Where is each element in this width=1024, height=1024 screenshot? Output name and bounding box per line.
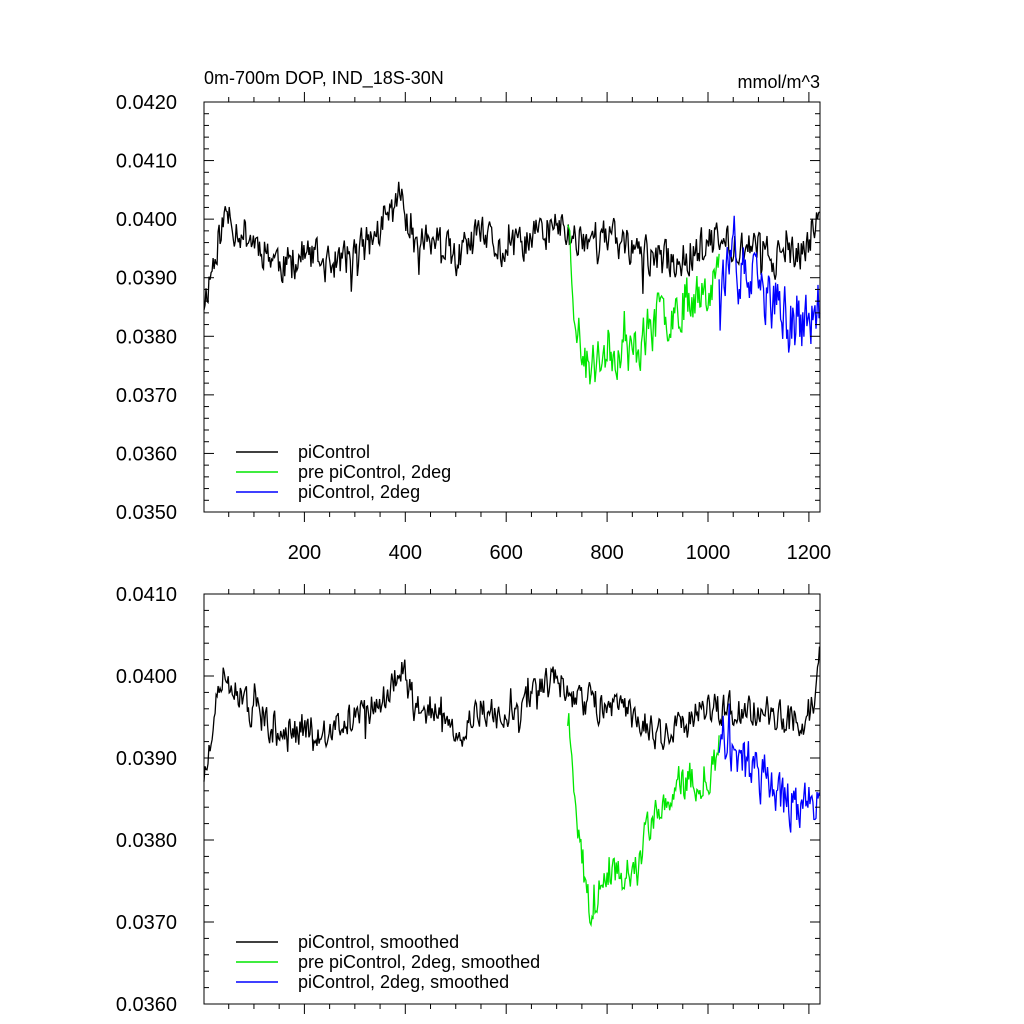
bottom-panel-ticks: 0.0360 0.0370 0.0380 0.0390 0.0400 0.0410 [116, 584, 820, 1016]
series-line-3 [718, 703, 821, 833]
x-tick-label: 400 [389, 542, 422, 564]
y-tick-label: 0.0420 [116, 92, 177, 114]
series-line-2 [567, 713, 720, 928]
y-tick-label: 0.0370 [116, 385, 177, 407]
y-tick-label: 0.0360 [116, 443, 177, 465]
y-tick-label: 0.0350 [116, 502, 177, 524]
x-tick-label: 1000 [686, 542, 731, 564]
y-tick-label: 0.0410 [116, 151, 177, 173]
y-tick-label: 0.0380 [116, 326, 177, 348]
legend-label-3: piControl, 2deg, smoothed [298, 972, 509, 992]
top-panel-units: mmol/m^3 [738, 72, 820, 92]
top-panel-title: 0m-700m DOP, IND_18S-30N [204, 68, 444, 89]
legend-label-2: pre piControl, 2deg, smoothed [298, 952, 540, 972]
bottom-panel: 0.0360 0.0370 0.0380 0.0390 0.0400 0.0410 piC… [116, 584, 821, 1016]
series-line-1 [203, 646, 821, 782]
top-panel-series-group [203, 181, 821, 385]
legend-label-1: piControl [298, 442, 370, 462]
x-tick-label: 1200 [787, 542, 832, 564]
bottom-panel-frame [203, 593, 821, 1005]
x-tick-label: 600 [490, 542, 523, 564]
legend-label-2: pre piControl, 2deg [298, 462, 451, 482]
y-tick-label: 0.0390 [116, 268, 177, 290]
y-tick-label: 0.0400 [116, 666, 177, 688]
y-tick-label: 0.0410 [116, 584, 177, 606]
legend-label-3: piControl, 2deg [298, 482, 420, 502]
series-line-2 [567, 224, 720, 385]
top-panel-ticks: 0.0350 0.0360 0.0370 0.0380 0.0390 0.0400 0.04… [116, 92, 831, 564]
series-line-1 [203, 181, 821, 311]
y-tick-label: 0.0380 [116, 830, 177, 852]
y-tick-label: 0.0370 [116, 912, 177, 934]
x-tick-label: 200 [288, 542, 321, 564]
legend-label-1: piControl, smoothed [298, 932, 459, 952]
y-tick-label: 0.0390 [116, 748, 177, 770]
series-line-3 [718, 215, 821, 353]
x-tick-label: 800 [590, 542, 623, 564]
y-tick-label: 0.0360 [116, 994, 177, 1016]
y-tick-label: 0.0400 [116, 209, 177, 231]
top-panel: 0m-700m DOP, IND_18S-30N mmol/m^3 0.0350… [116, 68, 831, 564]
bottom-panel-series-group [203, 646, 821, 928]
top-panel-frame [203, 101, 821, 513]
